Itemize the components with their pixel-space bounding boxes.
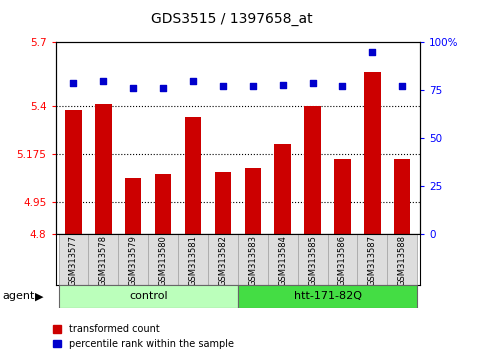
Bar [387,234,417,285]
Text: control: control [129,291,168,302]
Bar [88,234,118,285]
Text: GSM313588: GSM313588 [398,235,407,286]
Bar [244,168,261,234]
Bar [155,174,171,234]
Bar [357,234,387,285]
Text: GSM313577: GSM313577 [69,235,78,286]
Bar [65,110,82,234]
Bar [95,104,112,234]
Bar [148,234,178,285]
Text: GSM313581: GSM313581 [188,235,198,286]
Bar [238,285,417,308]
Legend: transformed count, percentile rank within the sample: transformed count, percentile rank withi… [53,324,234,349]
Bar [118,234,148,285]
Bar [208,234,238,285]
Point [279,82,286,87]
Bar [238,234,268,285]
Bar [178,234,208,285]
Bar [327,234,357,285]
Point [249,84,256,89]
Bar [58,234,88,285]
Point [339,84,346,89]
Bar [274,144,291,234]
Point [129,86,137,91]
Point [159,86,167,91]
Point [189,78,197,84]
Bar [125,178,142,234]
Point [99,78,107,84]
Bar [298,234,327,285]
Bar [185,117,201,234]
Text: GSM313582: GSM313582 [218,235,227,286]
Point [398,84,406,89]
Text: GSM313586: GSM313586 [338,235,347,286]
Text: GSM313580: GSM313580 [158,235,168,286]
Bar [304,106,321,234]
Text: GSM313585: GSM313585 [308,235,317,286]
Text: GSM313587: GSM313587 [368,235,377,286]
Text: ▶: ▶ [35,291,43,302]
Point [70,80,77,85]
Bar [364,72,381,234]
Bar [334,159,351,234]
Bar [58,285,238,308]
Bar [215,172,231,234]
Point [219,84,227,89]
Bar [394,159,411,234]
Bar [268,234,298,285]
Text: GSM313583: GSM313583 [248,235,257,286]
Text: GDS3515 / 1397658_at: GDS3515 / 1397658_at [151,12,313,27]
Text: GSM313579: GSM313579 [129,235,138,286]
Text: htt-171-82Q: htt-171-82Q [294,291,362,302]
Point [369,49,376,55]
Text: GSM313578: GSM313578 [99,235,108,286]
Point [309,80,316,85]
Text: GSM313584: GSM313584 [278,235,287,286]
Text: agent: agent [2,291,35,302]
